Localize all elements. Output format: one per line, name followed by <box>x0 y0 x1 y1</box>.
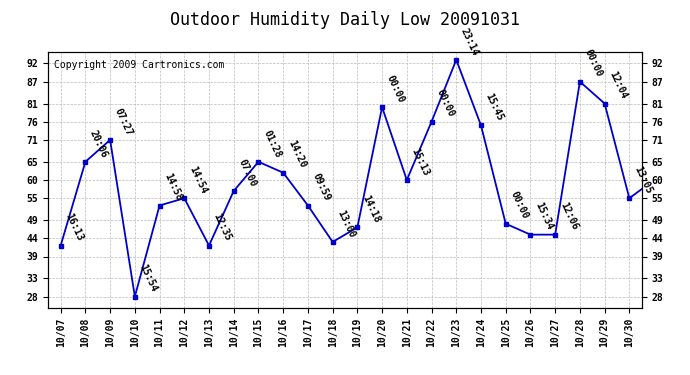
Text: 12:35: 12:35 <box>212 212 233 243</box>
Text: 00:00: 00:00 <box>509 190 530 221</box>
Text: 14:54: 14:54 <box>187 165 208 195</box>
Text: Outdoor Humidity Daily Low 20091031: Outdoor Humidity Daily Low 20091031 <box>170 11 520 29</box>
Text: 00:00: 00:00 <box>582 48 604 79</box>
Text: 12:06: 12:06 <box>558 201 580 232</box>
Text: 16:13: 16:13 <box>63 212 85 243</box>
Text: 01:28: 01:28 <box>262 128 283 159</box>
Text: 15:45: 15:45 <box>484 92 505 123</box>
Text: 14:58: 14:58 <box>162 172 184 203</box>
Text: 22:15: 22:15 <box>0 374 1 375</box>
Text: 22:45: 22:45 <box>0 374 1 375</box>
Text: 14:18: 14:18 <box>360 194 382 225</box>
Text: 07:27: 07:27 <box>113 106 135 137</box>
Text: 09:59: 09:59 <box>310 172 332 203</box>
Text: 07:00: 07:00 <box>237 157 258 188</box>
Text: 15:54: 15:54 <box>137 263 159 294</box>
Text: 12:04: 12:04 <box>607 70 629 101</box>
Text: 00:00: 00:00 <box>385 74 406 104</box>
Text: 00:00: 00:00 <box>434 88 456 119</box>
Text: 23:14: 23:14 <box>459 26 480 57</box>
Text: 13:05: 13:05 <box>632 165 653 195</box>
Text: 15:13: 15:13 <box>410 146 431 177</box>
Text: 15:34: 15:34 <box>533 201 555 232</box>
Text: Copyright 2009 Cartronics.com: Copyright 2009 Cartronics.com <box>55 60 225 70</box>
Text: 20:06: 20:06 <box>88 128 110 159</box>
Text: 13:00: 13:00 <box>335 208 357 239</box>
Text: 14:20: 14:20 <box>286 139 308 170</box>
